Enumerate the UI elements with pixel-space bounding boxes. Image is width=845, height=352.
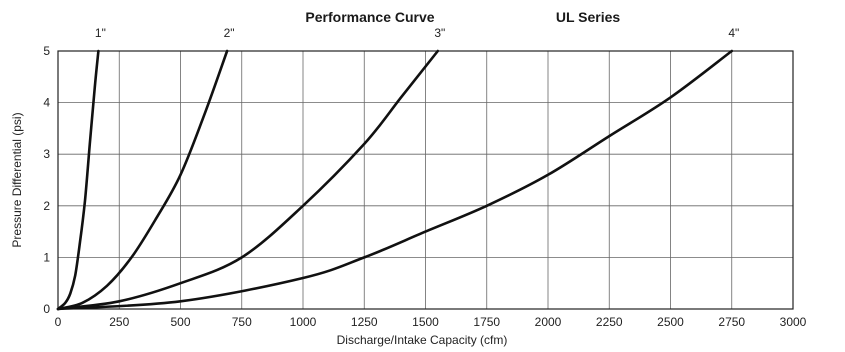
x-tick-label-9: 2250 [596,315,623,329]
x-tick-label-2: 500 [170,315,190,329]
y-axis-label: Pressure Differential (psi) [10,112,24,247]
x-tick-label-11: 2750 [718,315,745,329]
y-tick-label-3: 3 [43,147,50,161]
y-tick-label-4: 4 [43,96,50,110]
y-tick-label-1: 1 [43,250,50,264]
x-tick-label-10: 2500 [657,315,684,329]
series-label-2: 2" [224,26,235,40]
series-line-1 [56,49,100,311]
series-label-3: 3" [434,26,445,40]
x-tick-label-1: 250 [109,315,129,329]
x-tick-label-7: 1750 [473,315,500,329]
x-axis-label: Discharge/Intake Capacity (cfm) [337,333,508,347]
series-label-4: 4" [728,26,739,40]
curves [56,49,734,311]
y-tick-label-0: 0 [43,302,50,316]
chart-title: Performance Curve [305,9,434,25]
plot-frame [57,50,794,310]
x-tick-label-6: 1500 [412,315,439,329]
x-tick-label-3: 750 [232,315,252,329]
series-line-2 [56,49,229,311]
chart-subtitle: UL Series [556,9,621,25]
y-tick-label-5: 5 [43,44,50,58]
x-tick-label-12: 3000 [780,315,807,329]
x-tick-label-5: 1250 [351,315,378,329]
series-labels: 1" 2" 3" 4" [95,26,739,40]
series-line-4 [56,49,734,311]
x-tick-label-8: 2000 [535,315,562,329]
series-label-1: 1" [95,26,106,40]
x-tick-label-0: 0 [55,315,62,329]
tick-labels: 0 250 500 750 1000 1250 1500 1750 2000 2250 2500 27… [43,44,806,329]
x-tick-label-4: 1000 [290,315,317,329]
y-tick-label-2: 2 [43,199,50,213]
series-line-3 [56,49,440,311]
